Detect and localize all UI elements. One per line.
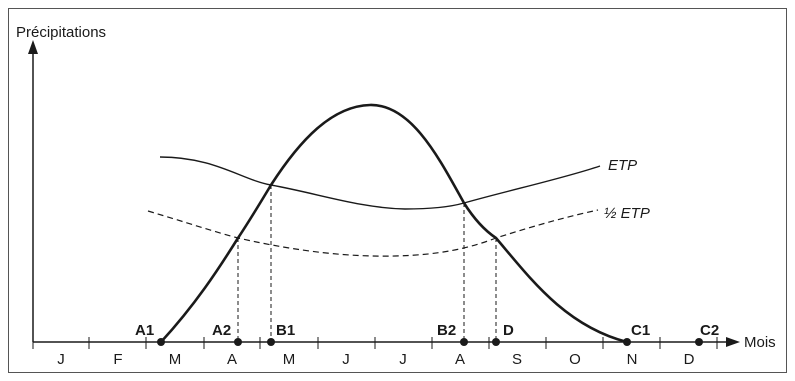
point-label-a1: A1 xyxy=(135,322,154,339)
point-b1-marker xyxy=(267,338,275,346)
month-label: S xyxy=(512,351,522,368)
etp-curve-label: ETP xyxy=(608,157,637,174)
y-axis-label: Précipitations xyxy=(16,24,106,41)
y-axis-arrow xyxy=(28,40,38,54)
point-label-a2: A2 xyxy=(212,322,231,339)
x-axis-arrow xyxy=(726,337,740,347)
point-b2-marker xyxy=(460,338,468,346)
month-label: A xyxy=(227,351,237,368)
precipitation-curve xyxy=(160,103,628,344)
point-label-d: D xyxy=(503,322,514,339)
axis-points xyxy=(157,338,703,346)
etp-curve xyxy=(159,156,601,210)
month-ticks xyxy=(32,337,718,349)
month-label: J xyxy=(57,351,65,368)
month-labels: J F M A M J J A S O N D xyxy=(57,351,694,368)
point-c2-marker xyxy=(695,338,703,346)
month-label: A xyxy=(455,351,465,368)
point-c1-marker xyxy=(623,338,631,346)
point-label-b1: B1 xyxy=(276,322,295,339)
half-etp-curve-label: ½ ETP xyxy=(604,205,650,222)
point-label-c1: C1 xyxy=(631,322,650,339)
half-etp-curve xyxy=(147,209,599,257)
drop-lines xyxy=(237,185,497,342)
month-label: D xyxy=(684,351,695,368)
month-label: F xyxy=(113,351,122,368)
month-label: M xyxy=(169,351,182,368)
point-a1-marker xyxy=(157,338,165,346)
x-axis-label: Mois xyxy=(744,334,776,351)
point-a2-marker xyxy=(234,338,242,346)
point-d-marker xyxy=(492,338,500,346)
month-label: J xyxy=(399,351,407,368)
month-label: O xyxy=(569,351,581,368)
point-label-c2: C2 xyxy=(700,322,719,339)
month-label: J xyxy=(342,351,350,368)
month-label: M xyxy=(283,351,296,368)
point-label-b2: B2 xyxy=(437,322,456,339)
month-label: N xyxy=(627,351,638,368)
frame-border xyxy=(8,8,787,373)
